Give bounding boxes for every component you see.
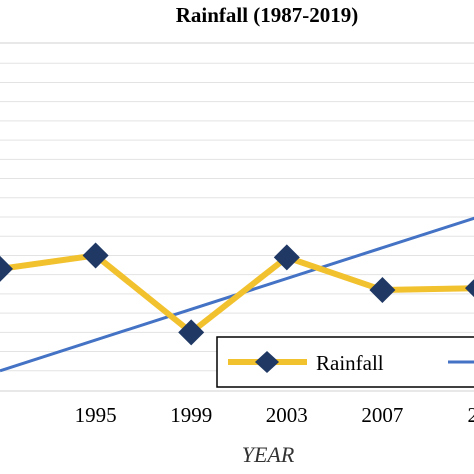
rainfall-point [178,319,205,346]
x-axis-tick-labels: 1995 1999 2003 2007 20 [75,403,474,427]
rainfall-point [0,255,13,282]
plot-frame [0,42,474,392]
rainfall-series [0,242,474,346]
rainfall-point [369,277,396,304]
x-tick-label: 2003 [266,403,308,427]
x-tick-label: 2007 [361,403,403,427]
rainfall-point [82,242,109,269]
legend-rainfall-label: Rainfall [316,351,384,375]
legend: Rainfall [216,336,474,388]
gridlines [0,62,474,372]
x-axis-label: YEAR [242,442,295,467]
rainfall-line [0,252,474,337]
x-tick-label: 1995 [75,403,117,427]
chart-title: Rainfall (1987-2019) [176,3,359,27]
rainfall-point [465,279,474,298]
legend-rainfall-marker [255,351,279,373]
x-tick-label: 1999 [170,403,212,427]
rainfall-point [273,244,300,271]
x-tick-label: 20 [468,403,474,427]
